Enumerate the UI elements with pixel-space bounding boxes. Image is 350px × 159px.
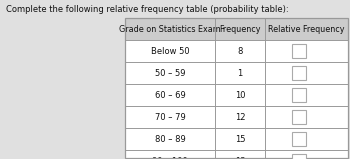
Text: Grade on Statistics Exam: Grade on Statistics Exam — [119, 24, 221, 34]
Bar — [292, 110, 306, 124]
Text: 90 – 100: 90 – 100 — [152, 156, 188, 159]
Text: 12: 12 — [235, 113, 245, 121]
Text: 50 – 59: 50 – 59 — [155, 69, 185, 77]
Bar — [292, 132, 306, 146]
Bar — [292, 88, 306, 102]
Text: Relative Frequency: Relative Frequency — [268, 24, 345, 34]
Text: 8: 8 — [237, 46, 243, 55]
Bar — [125, 18, 348, 158]
Text: Complete the following relative frequency table (probability table):: Complete the following relative frequenc… — [6, 6, 289, 14]
Text: 80 – 89: 80 – 89 — [155, 135, 186, 144]
Text: 13: 13 — [235, 156, 245, 159]
Bar — [292, 154, 306, 159]
Text: 70 – 79: 70 – 79 — [155, 113, 186, 121]
Text: 60 – 69: 60 – 69 — [155, 90, 186, 100]
Text: 10: 10 — [235, 90, 245, 100]
Bar — [292, 66, 306, 80]
Text: 1: 1 — [237, 69, 243, 77]
Bar — [125, 18, 348, 158]
Bar — [292, 44, 306, 58]
Text: 15: 15 — [235, 135, 245, 144]
Bar — [125, 18, 348, 40]
Text: Below 50: Below 50 — [151, 46, 189, 55]
Text: Frequency: Frequency — [219, 24, 261, 34]
